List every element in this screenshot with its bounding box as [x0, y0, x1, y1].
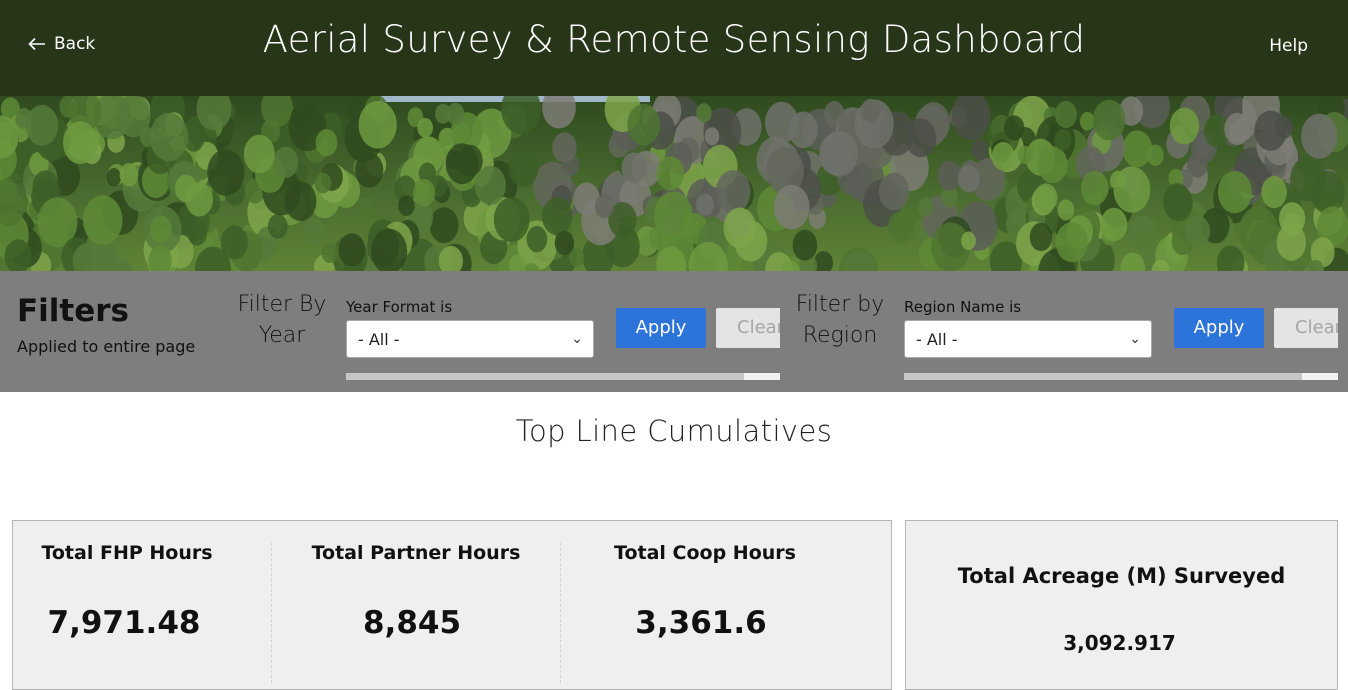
filters-subtitle: Applied to entire page — [17, 337, 196, 356]
acreage-value: 3,092.917 — [1063, 631, 1176, 655]
chevron-down-icon: ⌄ — [1129, 331, 1141, 347]
divider — [560, 543, 561, 683]
region-name-label: Region Name is — [904, 298, 1022, 316]
acreage-card: Total Acreage (M) Surveyed 3,092.917 — [905, 520, 1338, 690]
filters-title: Filters — [17, 293, 130, 329]
region-name-value: - All - — [916, 330, 958, 349]
filters-panel: Filters Applied to entire page Filter By… — [0, 271, 1348, 392]
year-clear-button[interactable]: Clear — [716, 308, 780, 348]
partner-hours-label: Total Partner Hours — [311, 542, 521, 564]
back-label: Back — [54, 34, 96, 54]
filter-by-region-label: Filter by Region — [795, 292, 885, 348]
year-format-value: - All - — [358, 330, 400, 349]
region-scrollbar-thumb[interactable] — [1302, 373, 1338, 380]
region-filter-scrollbar[interactable] — [904, 373, 1338, 380]
year-apply-button[interactable]: Apply — [616, 308, 706, 348]
back-link[interactable]: Back — [28, 34, 95, 54]
page-title: Aerial Survey & Remote Sensing Dashboard — [262, 18, 1086, 61]
forest-image — [0, 96, 1348, 271]
year-format-select[interactable]: - All - ⌄ — [346, 320, 594, 358]
region-apply-button[interactable]: Apply — [1174, 308, 1264, 348]
section-title: Top Line Cumulatives — [515, 414, 833, 448]
region-clear-button[interactable]: Clear — [1274, 308, 1338, 348]
year-format-label: Year Format is — [346, 298, 453, 316]
coop-hours-value: 3,361.6 — [635, 605, 767, 641]
fhp-hours-label: Total FHP Hours — [41, 542, 213, 564]
page-header: Back Aerial Survey & Remote Sensing Dash… — [0, 0, 1348, 96]
forest-banner-image — [0, 96, 1348, 271]
partner-hours-value: 8,845 — [362, 605, 462, 641]
hours-card: Total FHP Hours 7,971.48 Total Partner H… — [12, 520, 892, 690]
year-scrollbar-thumb[interactable] — [744, 373, 780, 380]
filter-by-year-label: Filter By Year — [237, 292, 327, 348]
year-filter-scrollbar[interactable] — [346, 373, 780, 380]
coop-hours-label: Total Coop Hours — [614, 542, 796, 564]
acreage-label: Total Acreage (M) Surveyed — [957, 564, 1286, 588]
help-link[interactable]: Help — [1269, 36, 1308, 56]
region-name-select[interactable]: - All - ⌄ — [904, 320, 1152, 358]
chevron-down-icon: ⌄ — [571, 331, 583, 347]
arrow-left-icon — [28, 37, 45, 51]
fhp-hours-value: 7,971.48 — [47, 605, 201, 641]
divider — [271, 543, 272, 683]
